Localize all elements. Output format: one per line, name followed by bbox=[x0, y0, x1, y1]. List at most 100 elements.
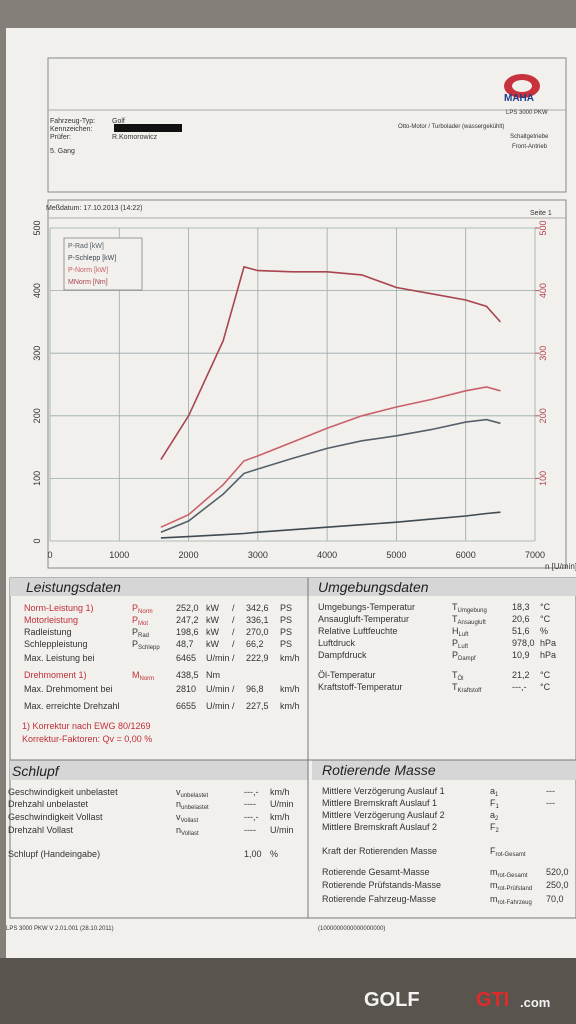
symbol-sub: Kraftstoff bbox=[457, 688, 482, 694]
section-title: Umgebungsdaten bbox=[318, 579, 429, 595]
row-value: ---,- bbox=[244, 812, 259, 822]
row-value: °C bbox=[540, 670, 551, 680]
symbol-sub: 1 bbox=[495, 804, 499, 810]
paper bbox=[6, 28, 576, 958]
symbol-main: a bbox=[490, 810, 496, 820]
row-value: 6655 bbox=[176, 701, 197, 711]
symbol-sub: unbelastet bbox=[181, 805, 209, 811]
row-label: Motorleistung bbox=[24, 615, 79, 625]
redaction bbox=[114, 124, 182, 132]
row-label: Luftdruck bbox=[318, 638, 356, 648]
watermark: GOLF bbox=[364, 989, 420, 1011]
field-label: Prüfer: bbox=[50, 134, 72, 141]
row-value: U/min bbox=[206, 701, 230, 711]
symbol-main: F bbox=[490, 822, 496, 832]
row-value: kW bbox=[206, 639, 219, 649]
legend-entry: MNorm [Nm] bbox=[68, 279, 108, 286]
row-value: km/h bbox=[280, 653, 300, 663]
row-value: °C bbox=[540, 602, 551, 612]
symbol-sub: Ansaugluft bbox=[457, 620, 486, 626]
row-value: 342,6 bbox=[246, 603, 269, 613]
symbol-sub: rot-Gesamt bbox=[495, 852, 526, 858]
logo-mark-inner bbox=[512, 80, 532, 92]
row-value: 198,6 bbox=[176, 627, 199, 637]
row-value: 227,5 bbox=[246, 701, 269, 711]
symbol-sub: Dampf bbox=[458, 656, 476, 662]
symbol: Frot-Gesamt bbox=[490, 847, 526, 859]
symbol-sub: Norm bbox=[138, 609, 153, 615]
date: Meßdatum: 17.10.2013 (14:22) bbox=[46, 205, 143, 212]
row-value: 21,2 bbox=[512, 670, 530, 680]
row-value: km/h bbox=[280, 684, 300, 694]
symbol-main: T bbox=[452, 602, 458, 612]
symbol: PLuft bbox=[452, 639, 469, 651]
symbol-main: T bbox=[452, 670, 458, 680]
x-tick-label: 5000 bbox=[386, 550, 406, 560]
row-value: / bbox=[232, 615, 235, 625]
section-header-bg bbox=[10, 760, 308, 780]
y2-tick-label: 100 bbox=[538, 471, 548, 486]
row-value: Nm bbox=[206, 670, 220, 680]
symbol-main: M bbox=[132, 670, 140, 680]
field-value: R.Komorowicz bbox=[112, 134, 158, 141]
section-title: Leistungsdaten bbox=[26, 579, 121, 595]
row-label: Drehzahl unbelastet bbox=[8, 799, 89, 809]
symbol: mrot-Fahrzeug bbox=[490, 894, 532, 907]
symbol: mrot-Gesamt bbox=[490, 868, 528, 880]
row-value: 1,00 bbox=[244, 849, 262, 859]
row-value: U/min bbox=[270, 825, 294, 835]
symbol: F2 bbox=[490, 822, 499, 835]
symbol: PNorm bbox=[132, 604, 153, 616]
symbol-sub: Mot bbox=[138, 621, 149, 627]
symbol: nunbelastet bbox=[176, 800, 209, 812]
row-value: 20,6 bbox=[512, 614, 530, 624]
row-label: Rotierende Prüfstands-Masse bbox=[322, 880, 442, 890]
symbol-sub: Rad bbox=[138, 633, 150, 639]
row-value: 247,2 bbox=[176, 615, 199, 625]
section-header-bg bbox=[308, 578, 576, 596]
symbol: TUmgebung bbox=[452, 602, 487, 615]
row-value: % bbox=[540, 626, 549, 636]
row-label: Max. Leistung bei bbox=[24, 653, 95, 663]
y-tick-label: 200 bbox=[32, 408, 42, 423]
row-value: PS bbox=[280, 603, 293, 613]
row-label: Geschwindigkeit Vollast bbox=[8, 812, 103, 822]
row-value: U/min bbox=[206, 684, 230, 694]
row-label: Schlupf (Handeingabe) bbox=[8, 849, 101, 859]
symbol: F1 bbox=[490, 799, 499, 811]
symbol-sub: Vollast bbox=[181, 831, 199, 837]
y-tick-label: 500 bbox=[32, 220, 42, 235]
y2-tick-label: 200 bbox=[538, 408, 548, 423]
y-tick-label: 300 bbox=[32, 346, 42, 361]
symbol-sub: Luft bbox=[458, 644, 469, 650]
chart-box bbox=[47, 199, 567, 569]
y-tick-label: 0 bbox=[32, 538, 42, 543]
x-tick-label: 1000 bbox=[109, 550, 129, 560]
symbol-sub: rot-Gesamt bbox=[497, 873, 528, 879]
symbol-main: P bbox=[132, 639, 139, 649]
row-label: Max. Drehmoment bei bbox=[24, 684, 113, 694]
section-header-bg bbox=[10, 578, 308, 596]
page-number: Seite 1 bbox=[530, 210, 552, 217]
row-value: km/h bbox=[270, 787, 290, 797]
row-value: 6465 bbox=[176, 653, 197, 663]
x-axis-label: n [U/min] bbox=[545, 562, 576, 571]
model: LPS 3000 PKW bbox=[506, 110, 548, 116]
symbol: TKraftstoff bbox=[452, 683, 482, 695]
row-value: hPa bbox=[540, 650, 557, 660]
symbol-main: n bbox=[176, 825, 182, 835]
legend-entry: P-Rad [kW] bbox=[68, 243, 104, 250]
row-value: kW bbox=[206, 627, 219, 637]
row-value: 336,1 bbox=[246, 615, 269, 625]
row-value: 978,0 bbox=[512, 638, 535, 648]
row-value: PS bbox=[280, 639, 293, 649]
x-tick-label: 3000 bbox=[248, 550, 268, 560]
row-label: Mittlere Verzögerung Auslauf 2 bbox=[322, 810, 445, 820]
watermark: GTI bbox=[476, 989, 510, 1011]
series-line bbox=[160, 418, 501, 533]
symbol: PSchlepp bbox=[132, 639, 160, 652]
symbol-main: m bbox=[490, 894, 498, 904]
row-value: U/min bbox=[206, 653, 230, 663]
y-tick-label: 100 bbox=[32, 471, 42, 486]
